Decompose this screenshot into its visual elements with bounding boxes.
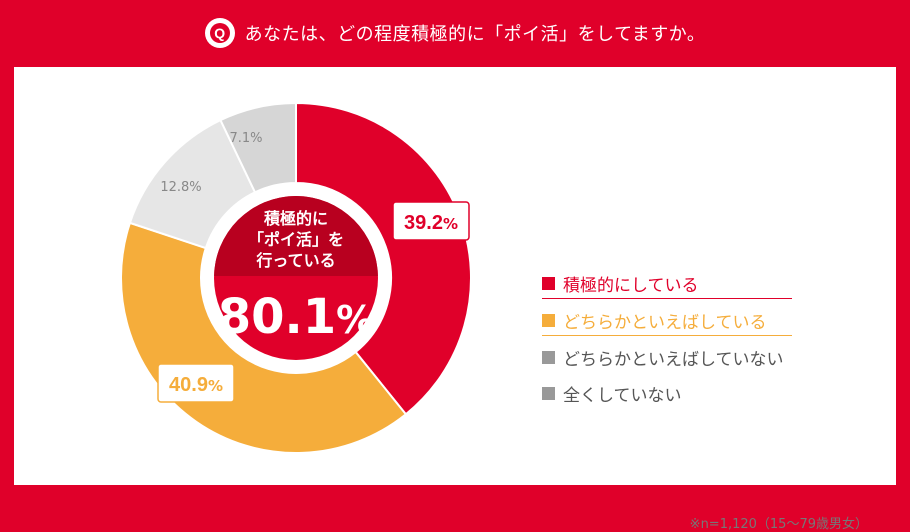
center-badge: 積極的に 「ポイ活」を 行っている 80.1%: [214, 196, 378, 360]
legend: 積極的にしている どちらかといえばしている どちらかといえばしていない 全くして…: [542, 268, 792, 414]
data-label-40: 40.9%: [169, 374, 223, 396]
center-value: 80.1: [218, 289, 336, 345]
footnote: ※n=1,120（15～79歳男女）: [689, 517, 868, 532]
data-label-12: 12.8%: [160, 180, 201, 195]
label-box-39: 39.2%: [392, 201, 470, 241]
question-icon-letter: Q: [209, 23, 230, 43]
chart-panel: 積極的に 「ポイ活」を 行っている 80.1% 39.2% 40.9% 12.8: [14, 67, 896, 532]
legend-swatch-orange: [542, 313, 555, 327]
legend-item-active: 積極的にしている: [542, 268, 792, 299]
data-label-40-unit: %: [208, 377, 223, 395]
legend-item-somewhat: どちらかといえばしている: [542, 305, 792, 336]
data-label-39-unit: %: [443, 215, 458, 233]
legend-swatch-red: [542, 276, 555, 290]
legend-label-somewhat-not: どちらかといえばしていない: [563, 349, 784, 370]
label-box-40-frame: [157, 363, 235, 403]
center-title-line1: 積極的に: [263, 209, 328, 228]
center-unit: %: [336, 298, 374, 342]
question-icon: Q: [204, 18, 235, 48]
donut-chart: 積極的に 「ポイ活」を 行っている 80.1% 39.2% 40.9% 12.8: [120, 101, 472, 454]
legend-label-active: 積極的にしている: [563, 275, 699, 296]
data-label-39-number: 39.2: [404, 212, 443, 234]
label-box-40: 40.9%: [157, 363, 235, 403]
legend-swatch-gray-2: [542, 386, 555, 400]
legend-label-somewhat: どちらかといえばしている: [563, 312, 767, 333]
legend-swatch-gray: [542, 350, 555, 364]
center-title-line3: 行っている: [255, 251, 335, 270]
legend-item-somewhat-not: どちらかといえばしていない: [542, 342, 792, 372]
label-box-39-frame: [392, 201, 470, 241]
question-title: あなたは、どの程度積極的に「ポイ活」をしてますか。: [244, 24, 706, 45]
header-bar: Q あなたは、どの程度積極的に「ポイ活」をしてますか。: [0, 0, 910, 66]
legend-label-not-at-all: 全くしていない: [563, 385, 682, 406]
center-percentage: 80.1%: [218, 289, 375, 345]
legend-item-not-at-all: 全くしていない: [542, 378, 792, 408]
data-label-39: 39.2%: [404, 212, 458, 234]
data-label-40-number: 40.9: [169, 374, 208, 396]
data-label-7: 7.1%: [229, 131, 262, 146]
center-title-line2: 「ポイ活」を: [248, 230, 344, 249]
